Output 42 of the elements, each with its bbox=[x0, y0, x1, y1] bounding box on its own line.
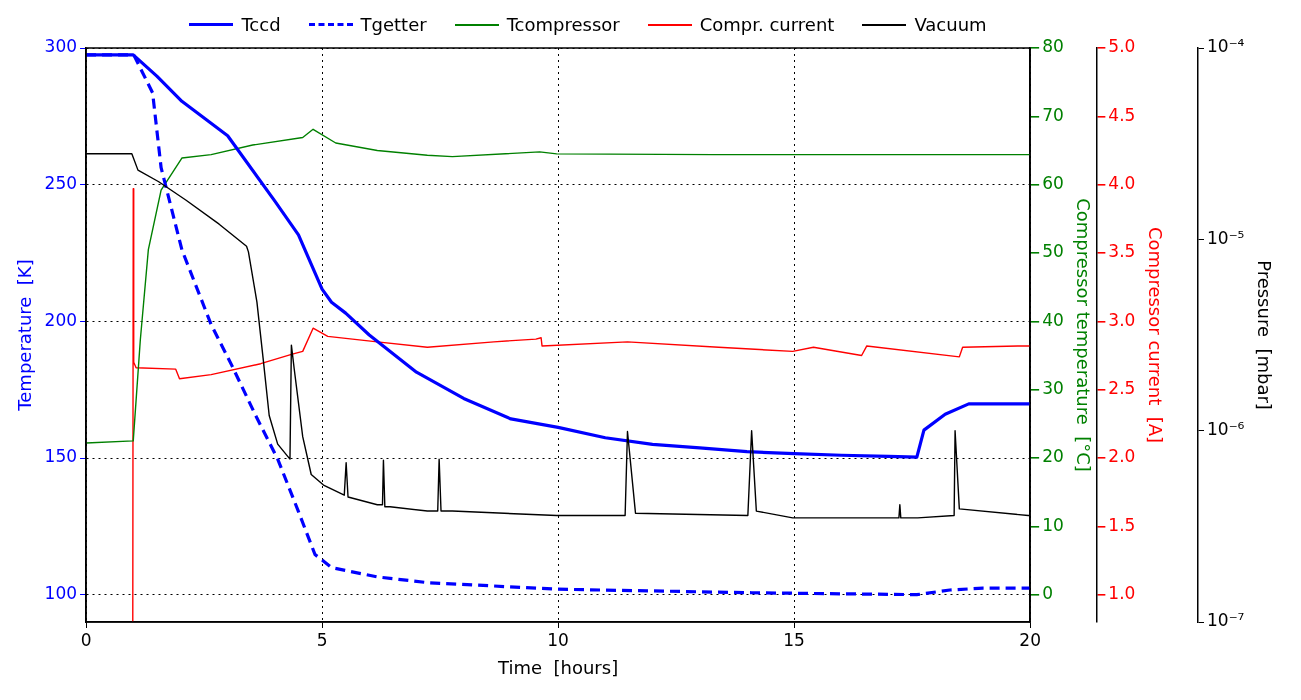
x-tick-label: 10 bbox=[547, 629, 569, 650]
y-axis-title: Temperature [K] bbox=[14, 259, 36, 412]
y-tick-label: 100 bbox=[44, 583, 78, 604]
y3-tick-label: 4.5 bbox=[1108, 104, 1136, 125]
x-tick-label: 15 bbox=[783, 629, 805, 650]
x-tick-label: 0 bbox=[80, 629, 92, 650]
y3-tick-label: 2.5 bbox=[1108, 378, 1136, 399]
y3-tick-label: 1.5 bbox=[1108, 514, 1136, 535]
y3-tick-label: 2.0 bbox=[1108, 446, 1136, 467]
y2-axis-title: Compressor temperature [°C] bbox=[1072, 198, 1094, 472]
legend-label: Tccd bbox=[241, 14, 281, 35]
legend-label: Tcompressor bbox=[506, 14, 620, 35]
y-tick-label: 10⁻⁷ bbox=[1207, 610, 1245, 631]
x-tick-label: 20 bbox=[1019, 629, 1041, 650]
legend-label: Vacuum bbox=[914, 14, 987, 35]
y-tick-label: 250 bbox=[44, 173, 78, 194]
y2-tick-label: 70 bbox=[1042, 104, 1064, 125]
y-tick-label: 10⁻⁵ bbox=[1207, 227, 1245, 248]
y2-tick-label: 60 bbox=[1042, 173, 1064, 194]
y-axis-title: Pressure [mbar] bbox=[1253, 260, 1275, 410]
x-tick-label: 5 bbox=[316, 629, 328, 650]
y2-tick-label: 40 bbox=[1042, 309, 1064, 330]
y2-tick-label: 30 bbox=[1042, 378, 1064, 399]
x-axis-title: Time [hours] bbox=[497, 656, 619, 678]
legend-label: Compr. current bbox=[699, 14, 835, 35]
y3-tick-label: 3.5 bbox=[1108, 241, 1136, 262]
legend-label: Tgetter bbox=[360, 14, 427, 35]
y-tick-label: 10⁻⁶ bbox=[1207, 419, 1245, 440]
y3-tick-label: 4.0 bbox=[1108, 173, 1136, 194]
y-tick-label: 200 bbox=[44, 309, 78, 330]
y3-tick-label: 5.0 bbox=[1108, 36, 1136, 57]
y3-axis-title: Compressor current [A] bbox=[1144, 226, 1166, 444]
y2-tick-label: 20 bbox=[1042, 446, 1064, 467]
y-tick-label: 150 bbox=[44, 446, 78, 467]
y2-tick-label: 10 bbox=[1042, 514, 1064, 535]
y2-tick-label: 0 bbox=[1042, 583, 1053, 604]
y2-tick-label: 50 bbox=[1042, 241, 1064, 262]
y-tick-label: 10⁻⁴ bbox=[1207, 36, 1245, 57]
y3-tick-label: 1.0 bbox=[1108, 583, 1136, 604]
y-tick-label: 300 bbox=[44, 36, 78, 57]
y3-tick-label: 3.0 bbox=[1108, 309, 1136, 330]
y2-tick-label: 80 bbox=[1042, 36, 1064, 57]
